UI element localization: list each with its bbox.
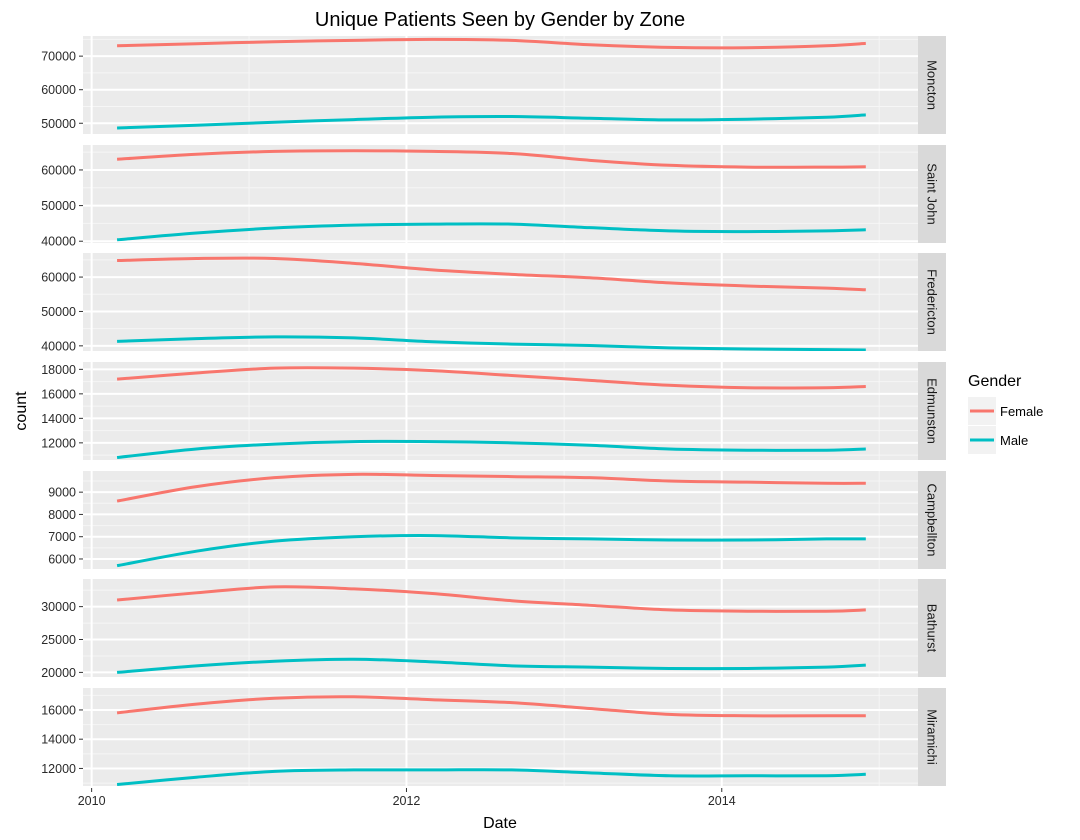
y-tick-label: 12000: [41, 436, 76, 450]
y-tick-label: 20000: [41, 666, 76, 680]
legend-item-female: Female: [968, 397, 1043, 425]
facet-miramichi: 12000 14000 16000 Miramichi: [41, 688, 946, 786]
y-tick-label: 50000: [41, 199, 76, 213]
y-tick-label: 50000: [41, 117, 76, 131]
legend-label-male: Male: [1000, 433, 1028, 448]
facet-label-saint-john: Saint John: [925, 163, 940, 224]
facet-saint-john: 40000 50000 60000 Saint John: [41, 145, 946, 249]
y-tick-label: 70000: [41, 50, 76, 64]
y-tick-label: 40000: [41, 339, 76, 353]
x-tick-label: 2012: [393, 794, 421, 808]
facet-label-campbellton: Campbellton: [925, 484, 940, 557]
series-line-female: [117, 37, 866, 50]
y-tick-label: 9000: [48, 486, 76, 500]
y-tick-label: 12000: [41, 762, 76, 776]
y-tick-label: 8000: [48, 508, 76, 522]
y-tick-label: 14000: [41, 412, 76, 426]
panel-background: [83, 145, 918, 243]
x-axis: 2010 2012 2014: [78, 788, 736, 808]
facet-strip: [918, 253, 946, 351]
facet-label-edmunston: Edmunston: [925, 378, 940, 444]
x-axis-title: Date: [483, 815, 517, 832]
chart-title: Unique Patients Seen by Gender by Zone: [315, 9, 685, 31]
series-line-male: [116, 768, 866, 786]
y-axis-title: count: [13, 391, 30, 431]
facet-fredericton: 40000 50000 60000 Fredericton: [41, 253, 946, 353]
panel-background: [83, 362, 918, 460]
legend-title: Gender: [968, 373, 1022, 390]
series-line-male: [117, 113, 866, 130]
series-line-male: [116, 657, 866, 674]
series-line-female: [116, 366, 866, 390]
series-line-male: [116, 222, 866, 242]
facet-strip: [918, 145, 946, 243]
panel-background: [83, 579, 918, 677]
facet-edmunston: 12000 14000 16000 18000 Edmunston: [41, 362, 946, 460]
facet-label-moncton: Moncton: [925, 60, 940, 110]
y-tick-label: 6000: [48, 552, 76, 566]
series-line-female: [116, 585, 866, 613]
legend: Gender Female Male: [968, 373, 1043, 454]
y-tick-label: 60000: [41, 163, 76, 177]
y-tick-label: 7000: [48, 530, 76, 544]
series-line-female: [116, 472, 866, 503]
y-tick-label: 16000: [41, 703, 76, 717]
y-tick-label: 30000: [41, 600, 76, 614]
facet-label-miramichi: Miramichi: [925, 709, 940, 765]
facet-bathurst: 20000 25000 30000 Bathurst: [41, 579, 946, 680]
facet-label-fredericton: Fredericton: [925, 269, 940, 335]
facet-strip: [918, 471, 946, 569]
facet-strip: [918, 579, 946, 677]
series-line-male: [116, 439, 866, 460]
x-tick-label: 2010: [78, 794, 106, 808]
facet-campbellton: 6000 7000 8000 9000 Campbellton: [48, 471, 946, 569]
series-line-female: [117, 256, 866, 292]
series-line-female: [116, 149, 866, 169]
facet-strip: [918, 362, 946, 460]
x-tick-label: 2014: [708, 794, 736, 808]
facet-strip: [918, 36, 946, 134]
series-line-female: [116, 695, 866, 718]
panel-background: [83, 471, 918, 569]
y-tick-label: 25000: [41, 633, 76, 647]
series-line-male: [116, 534, 866, 568]
legend-item-male: Male: [968, 426, 1028, 454]
facet-strip: [918, 688, 946, 786]
y-tick-label: 14000: [41, 733, 76, 747]
facet-label-bathurst: Bathurst: [925, 604, 940, 653]
series-line-male: [117, 335, 866, 351]
y-tick-label: 60000: [41, 271, 76, 285]
y-tick-label: 50000: [41, 305, 76, 319]
y-tick-label: 18000: [41, 363, 76, 377]
y-tick-label: 16000: [41, 387, 76, 401]
facet-moncton: 50000 60000 70000 Moncton: [41, 36, 946, 134]
legend-label-female: Female: [1000, 404, 1043, 419]
y-tick-label: 60000: [41, 83, 76, 97]
y-tick-label: 40000: [41, 235, 76, 249]
facet-panels: 50000 60000 70000 Moncton 40000 50000 60000 Sai…: [41, 36, 946, 786]
panel-background: [83, 253, 918, 351]
